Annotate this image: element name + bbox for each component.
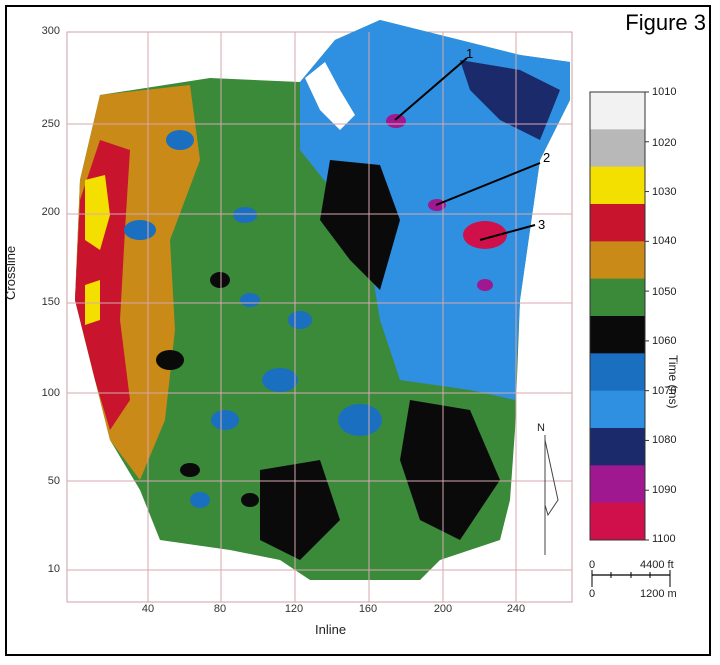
scale-zero-m: 0 — [589, 588, 596, 600]
blue-patch-1 — [233, 207, 257, 223]
callout-line-2 — [435, 162, 541, 206]
black-patch-4 — [180, 463, 200, 477]
colorbar-swatch-1 — [590, 129, 645, 168]
xtick-200: 200 — [433, 603, 453, 615]
plot-border — [66, 31, 573, 603]
callout-1: 1 — [466, 46, 474, 61]
black-patch-1 — [210, 272, 230, 288]
north-label: N — [537, 422, 545, 434]
colorbar-tick-1070: 1070 — [652, 385, 677, 397]
colorbar-tick-1020: 1020 — [652, 137, 677, 149]
anomaly-3 — [463, 221, 507, 249]
colorbar-tick-1060: 1060 — [652, 335, 677, 347]
colorbar-tick-1080: 1080 — [652, 434, 677, 446]
blue-patch-6 — [338, 404, 382, 436]
scale-zero-ft: 0 — [589, 559, 596, 571]
black-patch-0 — [156, 350, 184, 370]
colorbar — [589, 91, 649, 541]
callout-line-1 — [394, 57, 468, 121]
callout-line-3 — [479, 224, 536, 241]
blue-patch-5 — [190, 492, 210, 508]
colorbar-swatch-4 — [590, 241, 645, 280]
scale-m-label: 1200 m — [640, 588, 677, 600]
colorbar-tick-1090: 1090 — [652, 484, 677, 496]
north-east-navy — [460, 60, 560, 140]
ytick-150: 150 — [41, 296, 60, 308]
callout-3: 3 — [538, 217, 546, 232]
colorbar-label: Time (ms) — [666, 355, 680, 409]
xtick-40: 40 — [141, 603, 155, 615]
colorbar-tick-1010: 1010 — [652, 86, 677, 98]
central-low — [320, 160, 400, 290]
colorbar-swatch-7 — [590, 353, 645, 392]
anomaly-1 — [386, 114, 406, 128]
map-regions — [75, 20, 570, 580]
ytick-250: 250 — [41, 118, 60, 130]
blue-patch-0 — [166, 130, 194, 150]
colorbar-swatch-0 — [590, 92, 645, 130]
y-axis-label: Crossline — [3, 245, 18, 300]
ytick-50: 50 — [47, 475, 60, 487]
ytick-300: 300 — [41, 25, 60, 37]
blue-patch-3 — [262, 368, 298, 392]
blue-patch-7 — [288, 311, 312, 329]
north-arrow-icon — [544, 435, 559, 555]
ytick-10: 10 — [47, 563, 60, 575]
colorbar-swatch-11 — [590, 502, 645, 541]
xtick-120: 120 — [284, 603, 304, 615]
south-east-low — [400, 400, 500, 540]
xtick-240: 240 — [506, 603, 526, 615]
figure-frame — [5, 5, 711, 656]
figure-title: Figure 3 — [625, 10, 706, 35]
colorbar-swatch-5 — [590, 278, 645, 317]
black-patch-3 — [241, 493, 259, 507]
anomaly-small — [477, 279, 493, 291]
grid-lines — [67, 32, 572, 602]
ytick-100: 100 — [41, 387, 60, 399]
colorbar-swatch-3 — [590, 204, 645, 242]
colorbar-border — [589, 91, 646, 541]
blue-patch-4 — [211, 410, 239, 430]
colorbar-swatch-9 — [590, 428, 645, 466]
colorbar-tick-1040: 1040 — [652, 235, 677, 247]
yellow-high — [85, 175, 110, 250]
scale-ft-label: 4400 ft — [640, 559, 674, 571]
colorbar-swatch-2 — [590, 166, 645, 205]
ytick-200: 200 — [41, 206, 60, 218]
x-axis-label: Inline — [315, 622, 347, 637]
xtick-80: 80 — [213, 603, 227, 615]
colorbar-swatch-8 — [590, 390, 645, 429]
colorbar-tick-1030: 1030 — [652, 186, 677, 198]
north-gap — [305, 62, 355, 130]
blue-patch-2 — [124, 220, 156, 240]
black-patch-2 — [300, 502, 320, 518]
colorbar-tick-1050: 1050 — [652, 286, 677, 298]
blue-patch-8 — [240, 293, 260, 307]
colorbar-swatch-10 — [590, 465, 645, 504]
callout-2: 2 — [543, 150, 551, 165]
colorbar-tick-1100: 1100 — [652, 533, 676, 545]
colorbar-swatch-6 — [590, 316, 645, 354]
xtick-160: 160 — [358, 603, 378, 615]
